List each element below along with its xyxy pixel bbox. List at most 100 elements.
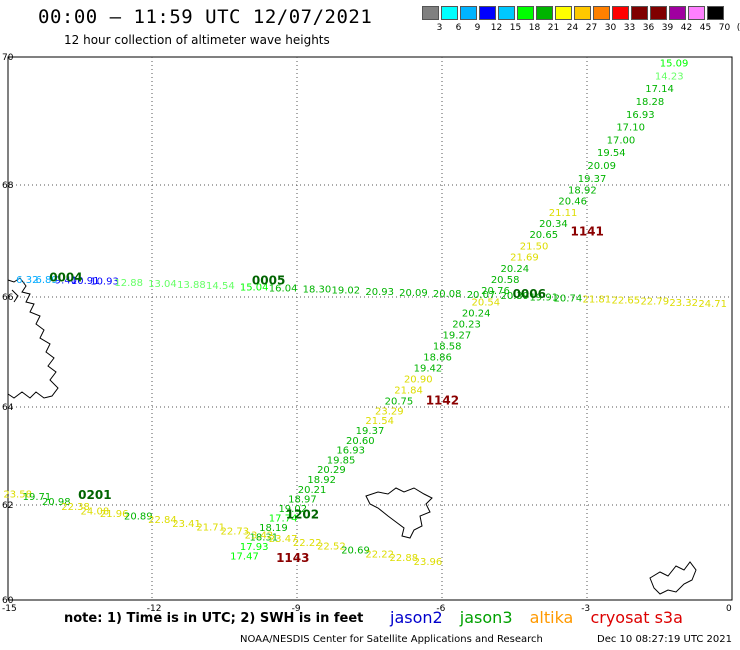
swh-value: 20.08 <box>433 289 462 300</box>
swh-value: 18.30 <box>303 285 332 296</box>
swh-value: 18.92 <box>568 185 597 196</box>
scale-swatch <box>631 6 648 20</box>
longitude-ticks: -15 -12 -9 -6 -3 0 <box>2 604 732 614</box>
swh-value: 24.71 <box>698 299 727 310</box>
swh-value: 23.58 <box>3 490 32 501</box>
pass-id-label: 1142 <box>426 393 459 407</box>
lat-tick-label: 62 <box>2 501 13 511</box>
lon-tick-label: -12 <box>147 604 162 614</box>
swh-value: 12.88 <box>114 278 143 289</box>
lat-tick-label: 64 <box>2 403 14 413</box>
scale-label: 12 <box>490 23 503 33</box>
lon-tick-label: -9 <box>292 604 301 614</box>
swh-value: 20.75 <box>385 396 414 407</box>
scale-label: 15 <box>509 23 522 33</box>
swh-value: 15.09 <box>660 59 689 70</box>
swh-value: 19.42 <box>414 363 443 374</box>
swh-value: 10.93 <box>90 277 119 288</box>
legend-altika: altika <box>529 608 574 627</box>
scale-label: 6 <box>455 23 462 33</box>
pass-id-label: 0006 <box>513 287 546 301</box>
swh-value: 23.96 <box>414 557 443 568</box>
pass-id-label: 0201 <box>78 488 111 502</box>
swh-value: 20.09 <box>587 161 616 172</box>
swh-value: 19.27 <box>443 330 472 341</box>
scale-label: 36 <box>642 23 655 33</box>
coastline-shetland <box>649 561 697 595</box>
swh-value: 20.24 <box>462 308 491 319</box>
swh-value: 20.23 <box>452 319 481 330</box>
scale-label: 18 <box>528 23 541 33</box>
lon-tick-label: 0 <box>726 604 732 614</box>
page-subtitle: 12 hour collection of altimeter wave hei… <box>64 33 330 47</box>
swh-value: 14.54 <box>206 281 235 292</box>
pass-id-label: 1202 <box>286 507 319 521</box>
scale-swatch <box>707 6 724 20</box>
scale-swatch <box>593 6 610 20</box>
swh-value: 17.47 <box>230 552 259 563</box>
swh-value: 19.85 <box>327 455 356 466</box>
swh-value: 17.10 <box>616 123 645 134</box>
page-title: 00:00 – 11:59 UTC 12/07/2021 <box>38 6 373 28</box>
lon-tick-label: -15 <box>2 604 17 614</box>
swh-value: 22.52 <box>317 542 346 553</box>
lat-tick-label: 60 <box>2 596 14 606</box>
scale-label: 39 <box>661 23 674 33</box>
swh-value: 20.89 <box>124 511 153 522</box>
swh-value: 18.19 <box>259 523 288 534</box>
swh-value: 6.32 <box>16 275 38 286</box>
swh-value: 17.14 <box>645 84 674 95</box>
swh-value: 19.71 <box>23 492 52 503</box>
legend-jason2: jason2 <box>390 608 443 627</box>
footer-note: note: 1) Time is in UTC; 2) SWH is in fe… <box>64 611 364 626</box>
scale-swatch <box>422 6 439 20</box>
scale-swatch <box>688 6 705 20</box>
swh-value: 23.47 <box>269 534 298 545</box>
swh-value: 20.74 <box>554 293 583 304</box>
swh-value: 21.11 <box>549 208 578 219</box>
scale-swatch <box>536 6 553 20</box>
legend-jason3: jason3 <box>459 608 513 627</box>
legend-cryosat: cryosat s3a <box>590 608 683 627</box>
swh-value: 10.91 <box>71 276 100 287</box>
scale-swatch <box>517 6 534 20</box>
swh-value: 20.21 <box>298 485 327 496</box>
swh-value: 17.74 <box>269 514 298 525</box>
swh-value: 13.88 <box>177 280 206 291</box>
swh-value: 22.79 <box>640 297 669 308</box>
swh-value: 18.28 <box>636 97 665 108</box>
pass-id-label: 0004 <box>49 270 82 284</box>
swh-value: 20.24 <box>500 264 529 275</box>
swh-value: 21.69 <box>510 253 539 264</box>
scale-label: 70 <box>718 23 731 33</box>
scale-label: 24 <box>566 23 579 33</box>
swh-value: 18.86 <box>423 352 452 363</box>
scale-swatch <box>555 6 572 20</box>
scale-swatch <box>669 6 686 20</box>
swh-value: 6.89 <box>35 275 57 286</box>
footer-credit: NOAA/NESDIS Center for Satellite Applica… <box>240 634 543 645</box>
lat-tick-label: 70 <box>2 53 14 63</box>
swh-value: 21.81 <box>583 295 612 306</box>
lon-tick-label: -3 <box>581 604 590 614</box>
swh-value: 19.02 <box>278 504 307 515</box>
swh-value: 22.22 <box>365 549 394 560</box>
swh-value: 20.76 <box>481 286 510 297</box>
scale-swatch <box>612 6 629 20</box>
swh-value: 19.37 <box>356 426 385 437</box>
swh-value: 15.04 <box>240 282 269 293</box>
swh-value: 20.39 <box>500 291 529 302</box>
scale-label: 27 <box>585 23 598 33</box>
swh-value: 20.69 <box>341 545 370 556</box>
scale-label: 42 <box>680 23 693 33</box>
swh-value: 22.88 <box>389 553 418 564</box>
pass-id-label: 1143 <box>276 551 309 565</box>
coastline-greenland <box>7 277 59 399</box>
swh-value: 23.32 <box>669 298 698 309</box>
swh-value: 18.31 <box>249 533 278 544</box>
swh-value: 21.71 <box>196 523 225 534</box>
pass-id-label: 1141 <box>570 224 603 238</box>
swh-value: 22.22 <box>293 538 322 549</box>
